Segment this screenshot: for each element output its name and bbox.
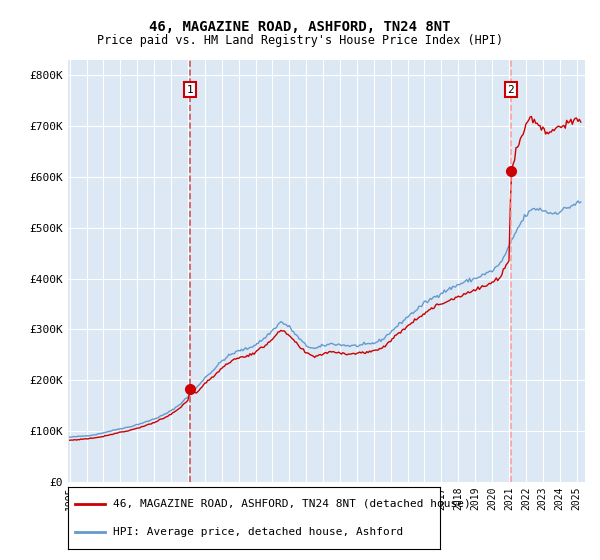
Text: HPI: Average price, detached house, Ashford: HPI: Average price, detached house, Ashf… (113, 528, 403, 537)
Text: Price paid vs. HM Land Registry's House Price Index (HPI): Price paid vs. HM Land Registry's House … (97, 34, 503, 46)
Text: 2: 2 (508, 85, 514, 95)
Text: 1: 1 (187, 85, 194, 95)
Text: 46, MAGAZINE ROAD, ASHFORD, TN24 8NT: 46, MAGAZINE ROAD, ASHFORD, TN24 8NT (149, 20, 451, 34)
Text: 46, MAGAZINE ROAD, ASHFORD, TN24 8NT (detached house): 46, MAGAZINE ROAD, ASHFORD, TN24 8NT (de… (113, 499, 470, 508)
